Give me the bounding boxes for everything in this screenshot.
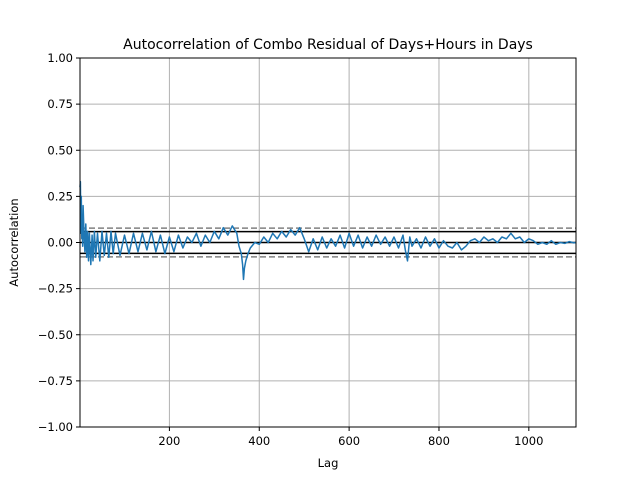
series-layer bbox=[79, 180, 577, 281]
x-tick-label: 1000 bbox=[514, 434, 543, 448]
y-tick-label: −1.00 bbox=[38, 420, 73, 434]
y-axis-label: Autocorrelation bbox=[7, 198, 21, 286]
y-tick-label: −0.75 bbox=[38, 374, 73, 388]
x-tick-label: 800 bbox=[428, 434, 450, 448]
ticks: 200 400 600 800 1000 −1.00 −0.75 −0.50 −0.25 0.00… bbox=[38, 51, 544, 448]
y-tick-label: −0.25 bbox=[38, 282, 73, 296]
x-tick-label: 600 bbox=[338, 434, 360, 448]
autocorrelation-series-line bbox=[79, 180, 577, 281]
y-tick-label: 1.00 bbox=[47, 51, 73, 65]
y-tick-label: 0.75 bbox=[47, 97, 73, 111]
y-tick-label: 0.25 bbox=[47, 189, 73, 203]
x-tick-label: 200 bbox=[158, 434, 180, 448]
x-axis-label: Lag bbox=[318, 456, 339, 470]
reference-lines bbox=[80, 227, 576, 258]
y-tick-label: 0.50 bbox=[47, 143, 73, 157]
y-tick-label: −0.50 bbox=[38, 328, 73, 342]
y-tick-label: 0.00 bbox=[47, 236, 73, 250]
x-tick-label: 400 bbox=[248, 434, 270, 448]
chart-title: Autocorrelation of Combo Residual of Day… bbox=[123, 37, 533, 53]
